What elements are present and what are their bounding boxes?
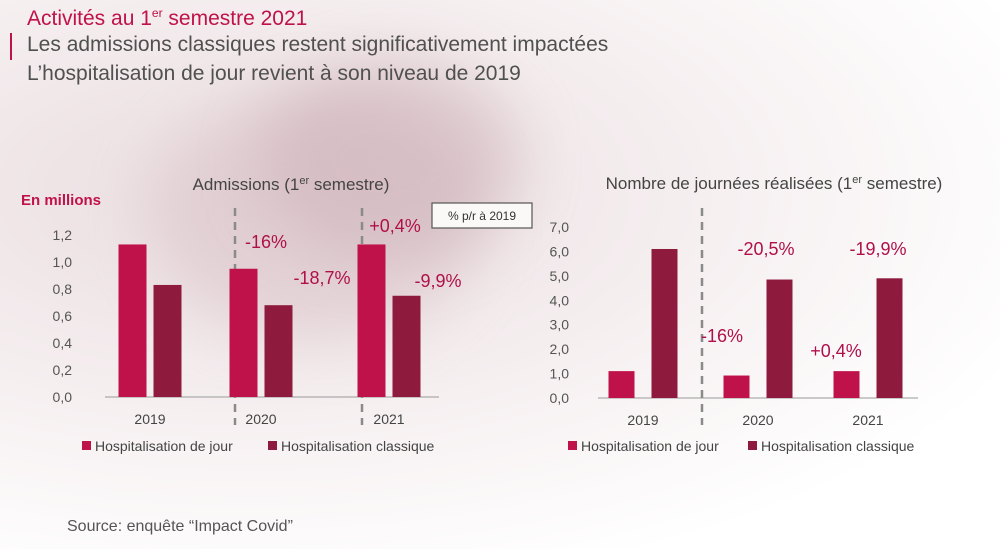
y-tick-label: 1,0: [550, 366, 570, 382]
y-tick-label: 1,0: [53, 254, 73, 270]
bar-change-label: -18,7%: [293, 268, 350, 288]
bar-change-label: -19,9%: [849, 239, 906, 259]
legend-swatch: [82, 441, 91, 450]
y-tick-label: 7,0: [550, 219, 570, 235]
y-tick-label: 0,4: [53, 335, 73, 351]
bar-change-label: -16%: [701, 326, 743, 346]
legend-label: Hospitalisation classique: [761, 438, 915, 454]
note-box-label: % p/r à 2019: [448, 209, 516, 223]
bar-hospitalisation-jour: [723, 375, 750, 398]
source-note: Source: enquête “Impact Covid”: [67, 518, 293, 535]
bar-change-label: -16%: [245, 232, 287, 252]
y-tick-label: 5,0: [550, 268, 570, 284]
bar-hospitalisation-classique: [264, 305, 293, 397]
bar-hospitalisation-jour: [357, 244, 386, 397]
legend-label: Hospitalisation classique: [281, 438, 435, 454]
bar-hospitalisation-classique: [153, 284, 182, 397]
subtitle-accent-bar: [10, 33, 12, 60]
y-tick-label: 3,0: [550, 317, 570, 333]
y-tick-label: 0,0: [550, 390, 570, 406]
subtitle-line-1: Les admissions classiques restent signif…: [27, 33, 609, 56]
page-title: Activités au 1er semestre 2021: [27, 6, 308, 30]
y-tick-label: 0,0: [53, 389, 73, 405]
note-box: [431, 202, 533, 229]
bar-hospitalisation-jour: [608, 371, 635, 398]
bar-hospitalisation-classique: [651, 248, 678, 398]
bar-change-label: -20,5%: [737, 239, 794, 259]
y-tick-label: 0,8: [53, 281, 73, 297]
bar-hospitalisation-jour: [833, 371, 860, 398]
chart-title: Admissions (1er semestre): [193, 175, 390, 194]
x-tick-label: 2019: [134, 411, 165, 427]
legend-label: Hospitalisation de jour: [95, 438, 233, 454]
bar-change-label: +0,4%: [369, 216, 421, 236]
x-tick-label: 2020: [742, 412, 773, 428]
bar-hospitalisation-classique: [392, 295, 421, 397]
bar-change-label: +0,4%: [810, 341, 862, 361]
x-tick-label: 2021: [852, 412, 883, 428]
y-tick-label: 0,6: [53, 308, 73, 324]
x-tick-label: 2021: [373, 411, 404, 427]
x-tick-label: 2020: [245, 411, 276, 427]
y-tick-label: 0,2: [53, 362, 73, 378]
legend-swatch: [748, 441, 757, 450]
y-tick-label: 6,0: [550, 243, 570, 259]
bar-hospitalisation-classique: [766, 279, 793, 398]
legend-label: Hospitalisation de jour: [581, 438, 719, 454]
legend-swatch: [268, 441, 277, 450]
bar-hospitalisation-jour: [118, 244, 147, 397]
x-tick-label: 2019: [627, 412, 658, 428]
bar-hospitalisation-jour: [229, 268, 258, 397]
y-tick-label: 4,0: [550, 292, 570, 308]
y-tick-label: 2,0: [550, 341, 570, 357]
chart-title: Nombre de journées réalisées (1er semest…: [606, 174, 943, 193]
legend-swatch: [568, 441, 577, 450]
bar-change-label: -9,9%: [414, 271, 461, 291]
y-axis-label: En millions: [21, 192, 101, 209]
subtitle-line-2: L’hospitalisation de jour revient à son …: [27, 62, 521, 85]
bar-hospitalisation-classique: [876, 278, 903, 398]
y-tick-label: 1,2: [53, 227, 73, 243]
